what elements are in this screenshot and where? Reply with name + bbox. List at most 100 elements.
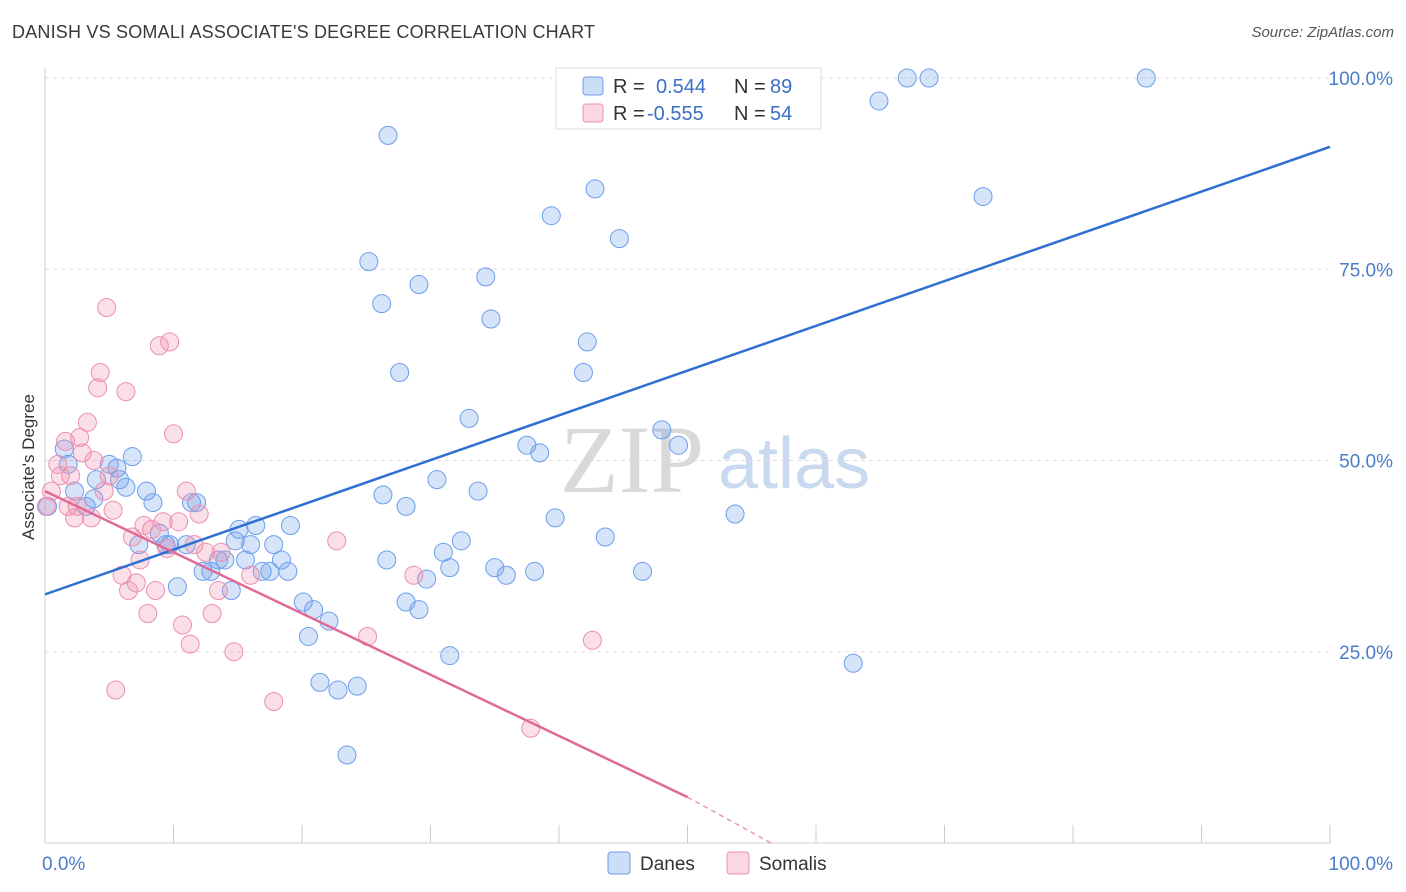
danes-point: [451, 531, 471, 551]
watermark-zip: ZIP: [560, 406, 704, 513]
somalis-point: [126, 573, 146, 593]
danes-point: [107, 458, 127, 478]
danes-point: [137, 481, 157, 501]
somalis-point: [404, 565, 424, 585]
legend-box: [555, 67, 822, 130]
danes-point: [496, 565, 516, 585]
somalis-point: [50, 466, 70, 486]
somalis-point: [180, 634, 200, 654]
somalis-point: [224, 642, 244, 662]
danes-point: [110, 470, 130, 490]
bottom-legend-somalis-swatch: [726, 851, 750, 875]
y-tick-label: 50.0%: [1339, 452, 1393, 473]
danes-point: [116, 477, 136, 497]
y-tick-label: 25.0%: [1339, 643, 1393, 664]
somalis-point: [84, 451, 104, 470]
x-tick-label-max: 100.0%: [1329, 854, 1394, 875]
somalis-point: [327, 531, 347, 551]
legend-somalis-r-value: -0.555: [647, 103, 704, 125]
somalis-point: [196, 542, 216, 562]
danes-point: [225, 531, 245, 551]
danes-point: [58, 454, 78, 474]
somalis-point: [48, 454, 68, 474]
correlation-legend: R = 0.544 N = 89 R = -0.555 N = 54: [555, 67, 822, 130]
danes-point: [390, 363, 410, 383]
somalis-point: [153, 512, 173, 532]
danes-point: [337, 745, 357, 765]
danes-point: [919, 68, 939, 88]
somalis-points: [36, 298, 602, 738]
somalis-point: [582, 630, 602, 650]
watermark: ZIP atlas: [560, 406, 870, 513]
somalis-point: [106, 680, 126, 700]
trend-lines: [44, 145, 1331, 844]
somalis-point: [264, 691, 284, 711]
somalis-point: [138, 604, 158, 623]
danes-point: [373, 485, 393, 505]
y-tick-label: 75.0%: [1339, 260, 1393, 281]
legend-somalis-n-value: 54: [770, 103, 792, 125]
bottom-legend-danes-label: Danes: [640, 854, 695, 875]
danes-point: [481, 309, 501, 329]
somalis-point: [81, 508, 101, 528]
danes-point: [609, 229, 629, 249]
somalis-point: [146, 581, 166, 601]
legend-somalis-swatch: [582, 103, 604, 123]
somalis-point: [77, 412, 97, 432]
somalis-point: [241, 565, 261, 585]
danes-point: [347, 676, 367, 696]
danes-point: [359, 252, 379, 272]
danes-point: [84, 489, 104, 509]
danes-point: [181, 493, 201, 513]
y-axis-title: Associate's Degree: [19, 394, 38, 540]
danes-point: [595, 527, 615, 547]
somalis-point: [142, 519, 162, 539]
danes-point: [264, 535, 284, 555]
danes-point: [417, 569, 437, 589]
danes-point: [459, 408, 479, 428]
legend-danes-n-label: N =: [734, 76, 766, 98]
grid: [45, 77, 1330, 653]
somalis-point: [202, 604, 222, 623]
somalis-point: [70, 428, 90, 448]
danes-point: [328, 680, 348, 700]
danes-point: [278, 561, 298, 581]
danes-point: [378, 125, 398, 145]
somalis-point: [176, 481, 196, 501]
somalis-point: [119, 581, 139, 601]
somalis-point: [211, 542, 231, 562]
danes-trend-line: [44, 145, 1331, 596]
danes-point: [652, 420, 672, 440]
axes: 25.0% 50.0% 75.0% 100.0% 0.0% 100.0%: [42, 68, 1393, 875]
bottom-legend-danes-swatch: [607, 851, 631, 875]
danes-point: [409, 600, 429, 620]
danes-point: [897, 68, 917, 88]
somalis-point: [149, 336, 169, 356]
somalis-point: [160, 332, 180, 352]
legend-danes-r-label: R =: [613, 76, 645, 98]
danes-point: [669, 435, 689, 455]
somalis-point: [90, 363, 110, 383]
watermark-atlas: atlas: [718, 424, 870, 504]
somalis-trend-line: [44, 489, 689, 799]
series-legend: Danes Somalis: [607, 851, 827, 875]
somalis-point: [97, 298, 117, 317]
somalis-point: [94, 481, 114, 501]
somalis-point: [36, 496, 56, 516]
somalis-point: [88, 378, 108, 398]
danes-point: [485, 558, 505, 578]
somalis-point: [103, 500, 123, 520]
danes-point: [122, 447, 142, 467]
danes-point: [440, 646, 460, 666]
legend-danes-swatch: [582, 76, 604, 96]
danes-point: [372, 294, 392, 314]
y-tick-label: 100.0%: [1329, 69, 1394, 90]
somalis-point: [208, 581, 228, 601]
danes-point: [86, 470, 106, 490]
legend-danes-n-value: 89: [770, 76, 792, 98]
danes-point: [143, 493, 163, 513]
somalis-point: [99, 466, 119, 486]
danes-point: [427, 470, 447, 490]
danes-point: [843, 653, 863, 673]
